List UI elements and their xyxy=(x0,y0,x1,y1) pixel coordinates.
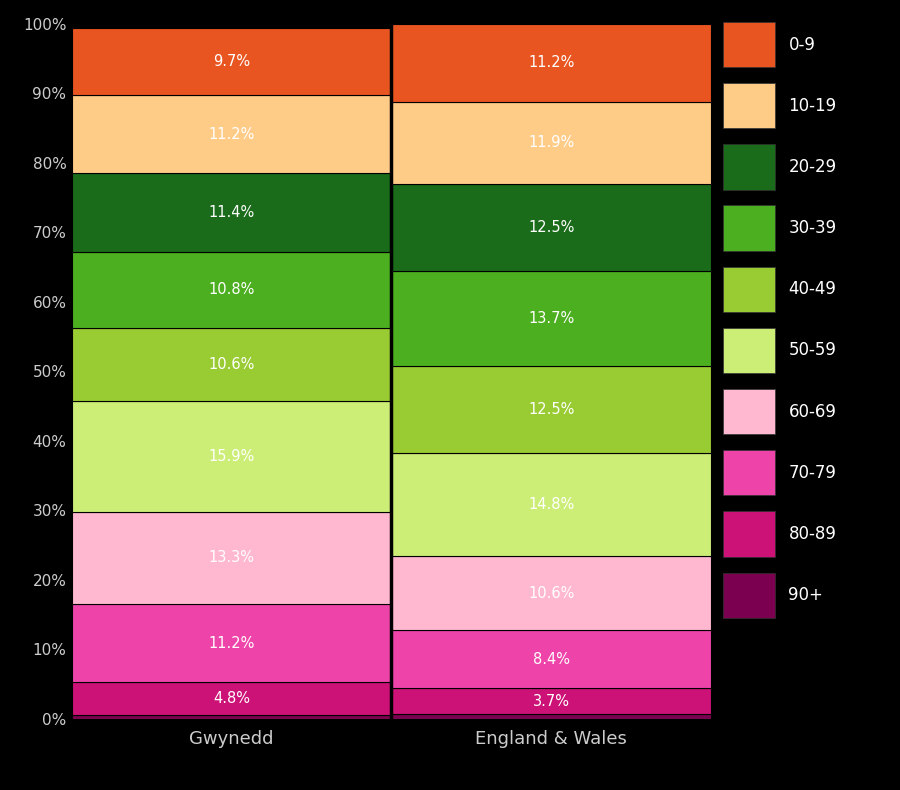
Text: 11.2%: 11.2% xyxy=(209,126,255,141)
Text: 13.3%: 13.3% xyxy=(209,551,255,566)
Bar xyxy=(72,96,392,173)
Text: 12.5%: 12.5% xyxy=(528,220,574,235)
Text: 12.5%: 12.5% xyxy=(528,402,574,417)
Bar xyxy=(392,556,711,630)
Bar xyxy=(392,184,711,271)
Text: 10.8%: 10.8% xyxy=(209,283,255,298)
FancyBboxPatch shape xyxy=(724,450,775,495)
Bar xyxy=(72,512,392,604)
FancyBboxPatch shape xyxy=(724,205,775,250)
Text: 10.6%: 10.6% xyxy=(209,357,255,372)
Bar xyxy=(392,24,711,102)
FancyBboxPatch shape xyxy=(724,145,775,190)
FancyBboxPatch shape xyxy=(724,83,775,128)
Text: 90+: 90+ xyxy=(788,586,824,604)
Bar xyxy=(392,630,711,688)
Text: 30-39: 30-39 xyxy=(788,219,836,237)
FancyBboxPatch shape xyxy=(724,573,775,618)
Text: 15.9%: 15.9% xyxy=(209,449,255,464)
Bar xyxy=(72,682,392,716)
Bar xyxy=(72,173,392,253)
Bar xyxy=(72,401,392,512)
Text: 11.2%: 11.2% xyxy=(209,636,255,651)
Bar xyxy=(392,453,711,556)
Bar xyxy=(72,328,392,401)
Bar xyxy=(72,28,392,96)
Text: 13.7%: 13.7% xyxy=(528,311,574,326)
Text: 50-59: 50-59 xyxy=(788,341,836,359)
Text: 40-49: 40-49 xyxy=(788,280,836,299)
Bar xyxy=(392,688,711,714)
FancyBboxPatch shape xyxy=(724,22,775,67)
Text: 11.4%: 11.4% xyxy=(209,205,255,220)
Text: 11.9%: 11.9% xyxy=(528,135,574,150)
Text: 3.7%: 3.7% xyxy=(533,694,570,709)
Text: 0-9: 0-9 xyxy=(788,36,815,54)
Bar xyxy=(392,102,711,184)
Bar xyxy=(72,716,392,719)
Text: 11.2%: 11.2% xyxy=(528,55,574,70)
FancyBboxPatch shape xyxy=(724,267,775,312)
Text: 4.8%: 4.8% xyxy=(213,691,250,706)
Text: 8.4%: 8.4% xyxy=(533,652,570,667)
Text: 60-69: 60-69 xyxy=(788,403,836,420)
Text: 9.7%: 9.7% xyxy=(213,54,250,69)
Text: 10.6%: 10.6% xyxy=(528,585,574,600)
Bar xyxy=(392,714,711,719)
FancyBboxPatch shape xyxy=(724,511,775,557)
Text: 80-89: 80-89 xyxy=(788,525,836,543)
Text: 10-19: 10-19 xyxy=(788,96,836,115)
Bar xyxy=(392,271,711,367)
Text: 14.8%: 14.8% xyxy=(528,497,574,512)
Text: 20-29: 20-29 xyxy=(788,158,836,176)
Text: 70-79: 70-79 xyxy=(788,464,836,482)
Bar xyxy=(72,604,392,682)
FancyBboxPatch shape xyxy=(724,328,775,373)
Bar xyxy=(72,253,392,328)
FancyBboxPatch shape xyxy=(724,389,775,435)
Bar xyxy=(392,367,711,453)
